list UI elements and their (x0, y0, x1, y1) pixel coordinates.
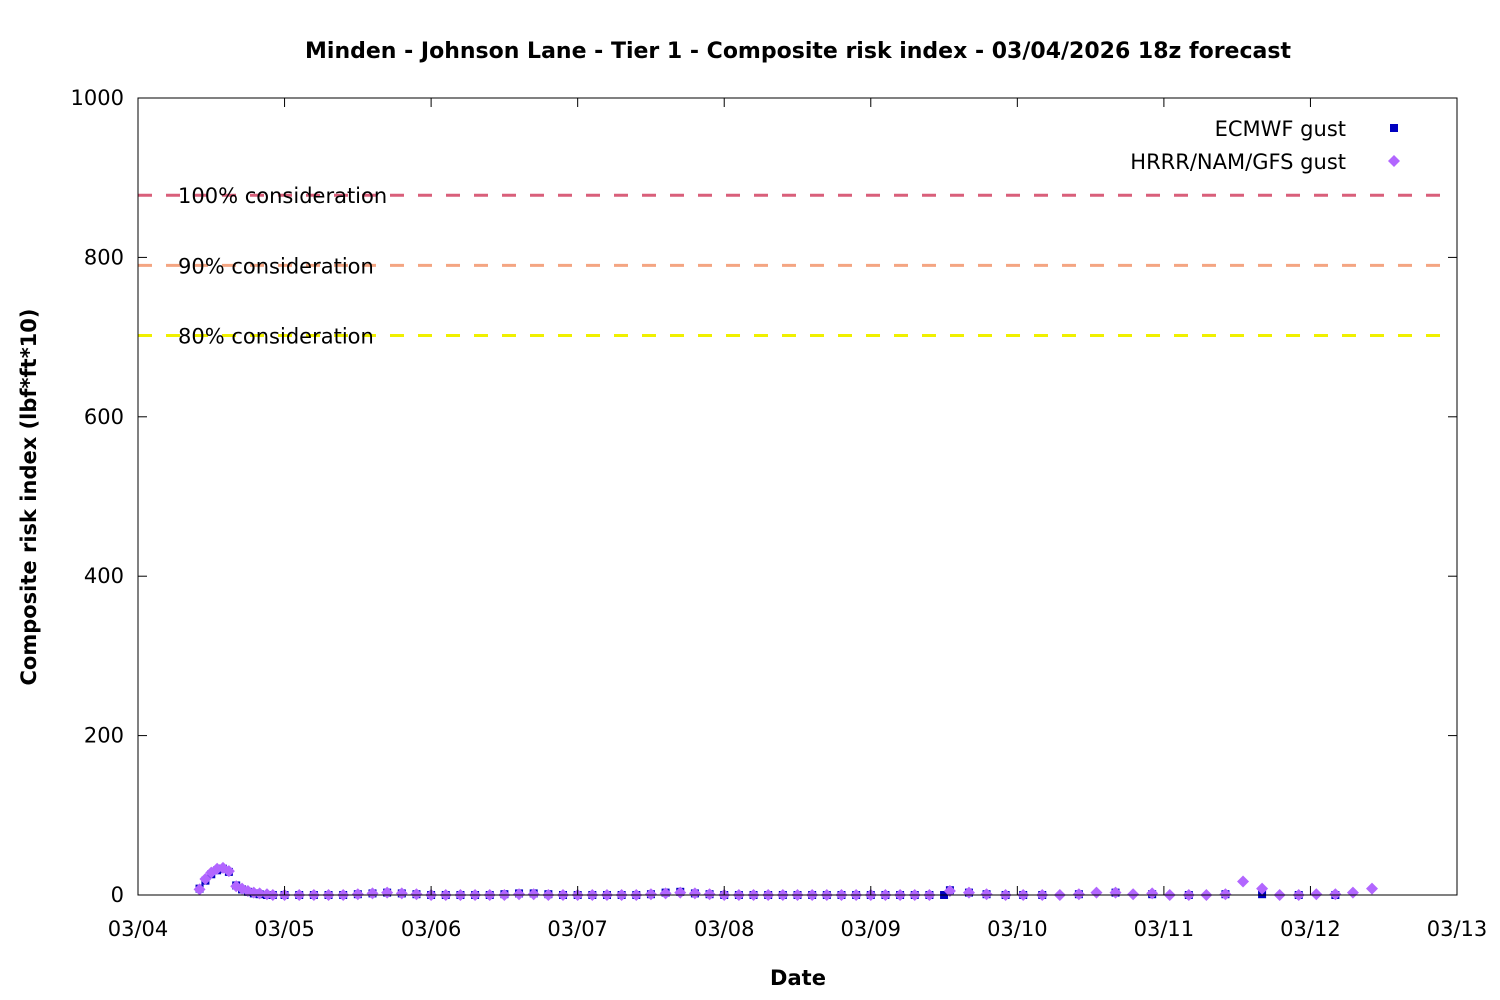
reference-line-label: 100% consideration (178, 184, 387, 208)
data-point (366, 887, 379, 900)
data-point (943, 885, 956, 898)
data-point (253, 887, 266, 900)
reference-lines: 100% consideration 90% consideration 80% c… (138, 184, 1447, 349)
plot-border (137, 97, 1458, 896)
x-tick-label: 03/06 (401, 917, 462, 941)
legend-entry-label: HRRR/NAM/GFS gust (1130, 150, 1346, 174)
data-point (962, 886, 975, 899)
x-tick-label: 03/10 (987, 917, 1048, 941)
legend-marker (1390, 124, 1398, 132)
data-point (1310, 888, 1323, 901)
data-point (1219, 888, 1232, 901)
x-tick-label: 03/12 (1280, 917, 1341, 941)
data-point (688, 887, 701, 900)
data-point (410, 888, 423, 901)
y-tick-label: 1000 (71, 86, 124, 110)
data-point (193, 883, 206, 896)
x-tick-label: 03/11 (1134, 917, 1195, 941)
x-tick-label: 03/08 (694, 917, 755, 941)
legend-entry-label: ECMWF gust (1215, 117, 1346, 141)
data-point (980, 888, 993, 901)
reference-line-label: 80% consideration (178, 325, 374, 349)
data-point (351, 888, 364, 901)
data-point (644, 888, 657, 901)
data-point (1146, 887, 1159, 900)
data-point (1109, 886, 1122, 899)
data-point (1090, 886, 1103, 899)
x-axis: 03/04 03/05 03/06 03/07 03/08 03/09 03/10 03/11… (108, 98, 1488, 941)
x-tick-label: 03/04 (108, 917, 169, 941)
x-tick-label: 03/05 (254, 917, 315, 941)
chart-title: Minden - Johnson Lane - Tier 1 - Composi… (305, 39, 1291, 64)
y-axis-label: Composite risk index (lbf*ft*10) (17, 308, 41, 685)
x-tick-label: 03/09 (841, 917, 902, 941)
data-point (1127, 888, 1140, 901)
data-point (247, 886, 260, 899)
y-tick-label: 600 (84, 405, 124, 429)
y-tick-label: 200 (84, 724, 124, 748)
legend-marker (1388, 155, 1400, 167)
x-tick-label: 03/13 (1427, 917, 1488, 941)
data-point (1072, 888, 1085, 901)
data-point (1237, 875, 1250, 888)
data-point (513, 888, 526, 901)
data-point (527, 888, 540, 901)
data-point (674, 886, 687, 899)
data-point (381, 886, 394, 899)
data-point (1256, 882, 1269, 895)
y-tick-label: 800 (84, 245, 124, 269)
data-point (659, 887, 672, 900)
x-axis-label: Date (770, 966, 826, 990)
data-point (1329, 888, 1342, 901)
data-point (1346, 886, 1359, 899)
x-tick-label: 03/07 (547, 917, 608, 941)
y-axis: 0 200 400 600 800 1000 (71, 86, 1457, 907)
reference-line-label: 90% consideration (178, 254, 374, 278)
data-point (1365, 882, 1378, 895)
legend: ECMWF gust HRRR/NAM/GFS gust (1130, 117, 1400, 174)
data-point (199, 873, 212, 886)
y-tick-label: 400 (84, 564, 124, 588)
y-tick-label: 0 (111, 883, 124, 907)
data-point (222, 865, 235, 878)
data-point (703, 888, 716, 901)
data-point (395, 887, 408, 900)
